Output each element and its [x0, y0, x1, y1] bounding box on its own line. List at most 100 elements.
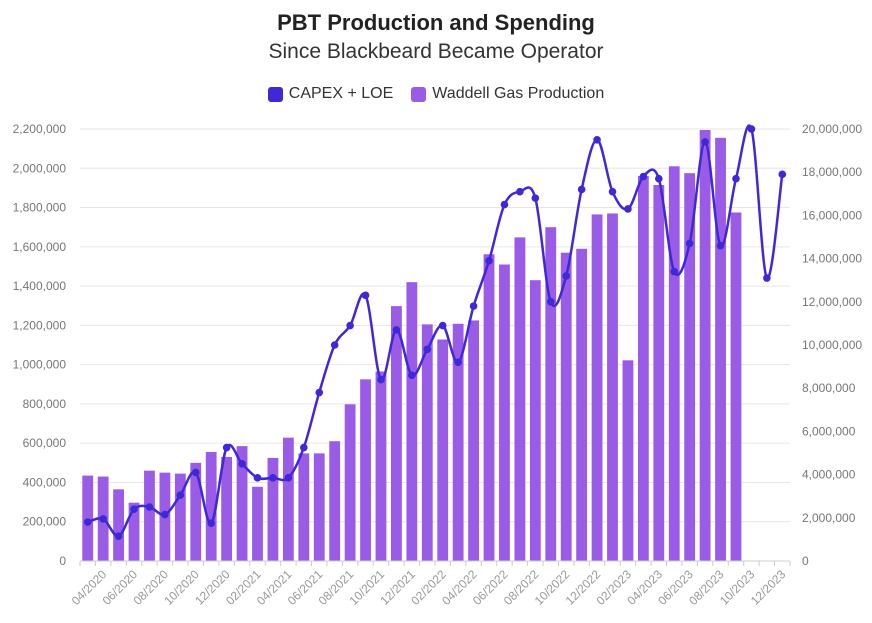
line-point — [438, 321, 447, 330]
bar — [128, 502, 140, 561]
line-point — [763, 274, 771, 282]
bar — [113, 489, 124, 561]
left-axis: 0 200,000 400,000 600,000 800,000 1,000,000 1,… — [13, 122, 67, 568]
line-point — [207, 519, 215, 527]
bar — [375, 371, 387, 561]
bar — [607, 213, 618, 561]
right-tick-label: 8,000,000 — [802, 381, 856, 395]
bar — [483, 254, 495, 561]
x-axis: 04/202006/202008/202010/202012/202002/20… — [69, 560, 791, 608]
left-tick-label: 200,000 — [23, 515, 67, 529]
bar — [174, 473, 186, 561]
line-point — [346, 321, 354, 330]
x-tick-label: 12/2023 — [748, 567, 789, 608]
chart-subtitle: Since Blackbeard Became Operator — [268, 40, 604, 63]
line-point — [546, 298, 555, 306]
line-point — [562, 272, 570, 280]
bar — [591, 214, 603, 561]
line-point — [732, 174, 740, 183]
left-tick-label: 2,000,000 — [13, 161, 67, 175]
bar — [329, 441, 341, 561]
line-point — [222, 443, 231, 452]
line-point — [747, 125, 756, 133]
bar — [529, 280, 541, 561]
line-point — [685, 239, 694, 248]
line-point — [469, 302, 478, 310]
legend-item-production[interactable]: Waddell Gas Production — [411, 85, 604, 103]
bar — [699, 129, 711, 561]
left-tick-label: 1,400,000 — [13, 279, 67, 293]
line-point — [639, 172, 648, 181]
line-point — [284, 474, 293, 482]
bar — [622, 360, 634, 561]
gridlines — [80, 128, 790, 562]
left-tick-label: 800,000 — [23, 397, 67, 411]
line-point — [655, 174, 663, 183]
bar — [668, 166, 680, 562]
line-point — [161, 510, 169, 519]
line-series — [83, 124, 787, 540]
bar — [82, 475, 94, 561]
bar — [437, 339, 449, 561]
left-tick-label: 1,000,000 — [13, 358, 67, 372]
line-point — [114, 532, 123, 540]
right-tick-label: 18,000,000 — [802, 165, 862, 179]
left-tick-label: 600,000 — [23, 436, 67, 450]
line-point — [99, 515, 107, 523]
bar — [236, 446, 248, 561]
line-point — [608, 187, 617, 196]
bar — [637, 176, 649, 562]
legend-item-capex[interactable]: CAPEX + LOE — [267, 85, 394, 103]
left-tick-label: 1,600,000 — [13, 240, 67, 254]
right-tick-label: 12,000,000 — [802, 295, 862, 309]
line-point — [577, 185, 586, 194]
bar — [360, 379, 371, 561]
line-point — [454, 358, 462, 367]
bar — [282, 437, 294, 561]
line-point — [253, 474, 262, 482]
line-point — [423, 345, 432, 354]
line-point — [516, 187, 524, 196]
bar — [298, 453, 310, 561]
left-tick-label: 1,800,000 — [13, 201, 67, 215]
bar — [344, 404, 356, 561]
right-tick-label: 20,000,000 — [802, 122, 862, 136]
right-tick-label: 16,000,000 — [802, 208, 862, 222]
line-point — [408, 371, 416, 380]
left-tick-label: 1,200,000 — [13, 318, 67, 332]
line-point — [377, 375, 385, 384]
legend-label-capex: CAPEX + LOE — [288, 85, 394, 102]
bar — [499, 264, 510, 561]
line-point — [238, 460, 246, 468]
line-point — [176, 491, 185, 499]
right-tick-label: 0 — [802, 554, 809, 568]
bar — [144, 470, 155, 561]
left-tick-label: 2,200,000 — [13, 122, 67, 136]
bar — [452, 323, 464, 561]
bar — [267, 457, 279, 561]
right-tick-label: 14,000,000 — [802, 252, 862, 266]
bar — [576, 248, 588, 562]
bar — [391, 306, 402, 561]
bar — [653, 184, 665, 562]
bar — [406, 282, 418, 561]
bar — [730, 212, 742, 562]
bar — [313, 453, 325, 561]
bar — [221, 456, 233, 561]
line-point — [485, 256, 493, 265]
bar — [468, 320, 479, 561]
line-point — [778, 170, 787, 179]
line-point — [500, 200, 509, 209]
right-tick-label: 4,000,000 — [802, 468, 856, 482]
line-point — [300, 443, 308, 452]
right-tick-label: 2,000,000 — [802, 511, 856, 525]
bar — [514, 237, 526, 561]
line-point — [361, 291, 370, 300]
line-point — [191, 468, 200, 477]
bar — [684, 173, 696, 561]
right-tick-label: 6,000,000 — [802, 424, 856, 438]
bar — [421, 324, 433, 561]
line-point — [330, 341, 339, 349]
line-point — [392, 326, 401, 334]
